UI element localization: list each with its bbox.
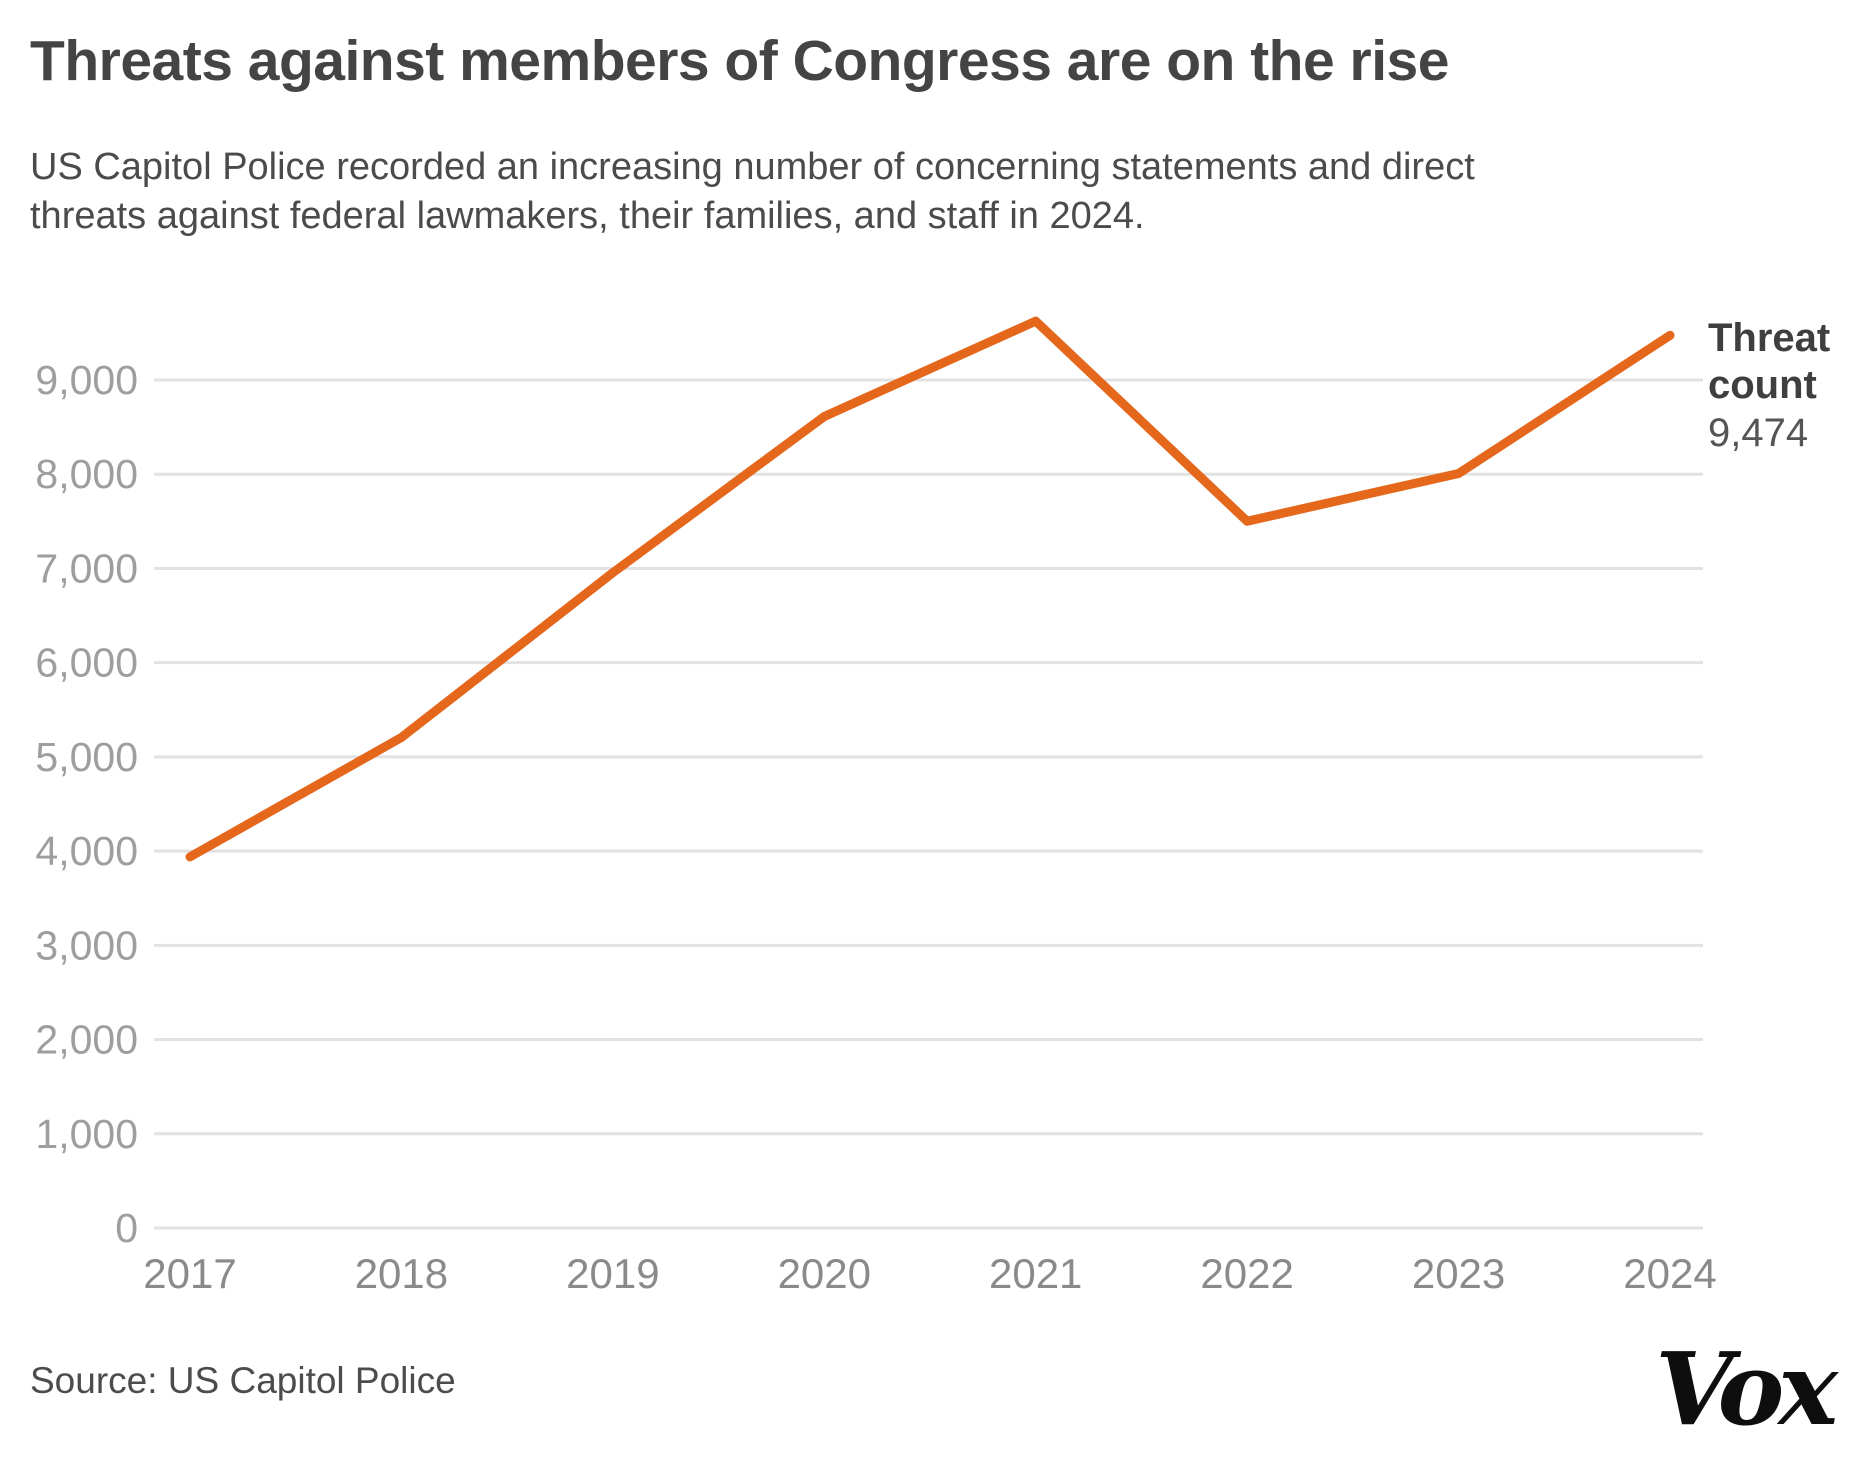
vox-logo: Vox (1655, 1330, 1838, 1448)
y-tick-label-8000: 8,000 (35, 451, 138, 497)
x-tick-label-2018: 2018 (355, 1250, 448, 1297)
x-tick-label-2023: 2023 (1412, 1250, 1505, 1297)
line-end-annotation: Threat count 9,474 (1708, 315, 1858, 458)
y-tick-label-1000: 1,000 (35, 1111, 138, 1157)
y-tick-label-2000: 2,000 (35, 1017, 138, 1063)
chart-subtitle-line-2: threats against federal lawmakers, their… (30, 195, 1145, 238)
y-tick-label-9000: 9,000 (35, 357, 138, 403)
chart-subtitle-line-1: US Capitol Police recorded an increasing… (30, 146, 1475, 188)
annotation-latest-value: 9,474 (1708, 411, 1809, 455)
y-tick-label-0: 0 (115, 1205, 138, 1251)
annotation-series-label-line-1: Threat (1708, 316, 1831, 360)
x-tick-label-2021: 2021 (989, 1250, 1082, 1297)
y-tick-label-3000: 3,000 (35, 922, 138, 968)
x-tick-label-2022: 2022 (1200, 1250, 1293, 1297)
annotation-series-label-line-2: count (1708, 363, 1817, 407)
y-tick-label-5000: 5,000 (35, 734, 138, 780)
y-tick-label-6000: 6,000 (35, 640, 138, 686)
x-tick-label-2017: 2017 (143, 1250, 236, 1297)
threat-count-line (185, 316, 1675, 862)
chart-subtitle: US Capitol Police recorded an increasing… (30, 143, 1475, 241)
y-tick-label-7000: 7,000 (35, 545, 138, 591)
x-tick-label-2020: 2020 (778, 1250, 871, 1297)
chart-title: Threats against members of Congress are … (30, 29, 1449, 93)
y-tick-label-4000: 4,000 (35, 828, 138, 874)
x-tick-label-2019: 2019 (566, 1250, 659, 1297)
source-note: Source: US Capitol Police (30, 1360, 456, 1401)
x-tick-label-2024: 2024 (1623, 1250, 1716, 1297)
